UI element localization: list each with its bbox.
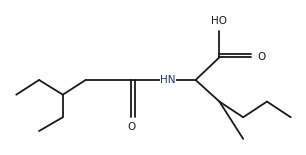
Text: HO: HO <box>211 16 227 26</box>
Text: O: O <box>127 122 135 132</box>
Text: HN: HN <box>160 75 176 85</box>
Text: O: O <box>257 52 265 62</box>
